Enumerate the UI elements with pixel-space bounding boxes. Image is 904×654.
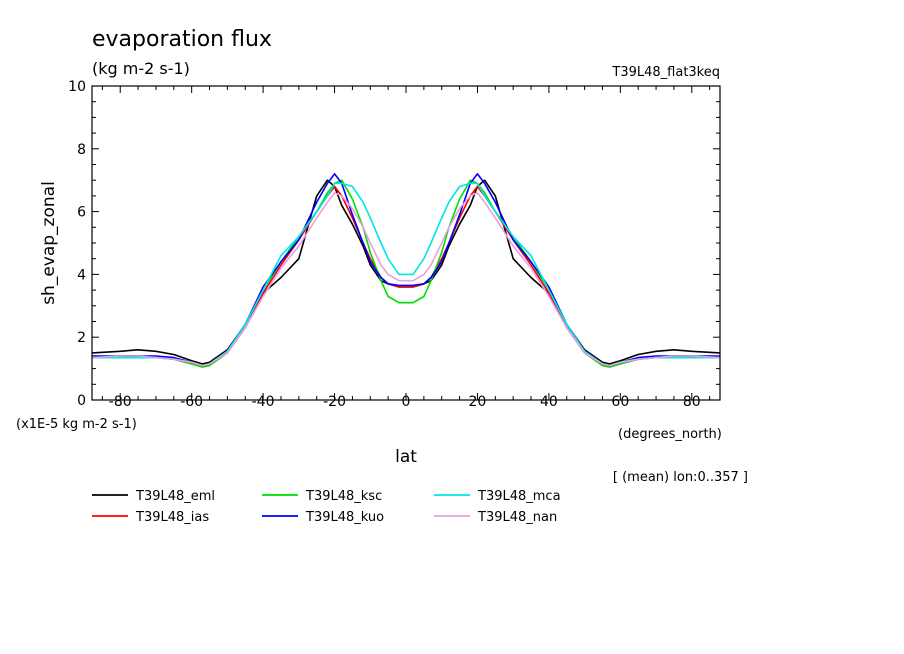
x-tick-label: -60 bbox=[180, 394, 203, 410]
legend-label-T39L48_ias: T39L48_ias bbox=[135, 510, 209, 525]
legend-label-T39L48_nan: T39L48_nan bbox=[477, 510, 557, 525]
x-tick-label: 80 bbox=[683, 394, 701, 410]
x-tick-label: 0 bbox=[402, 394, 411, 410]
chart-units: (kg m-2 s-1) bbox=[92, 59, 190, 78]
x-axis-label: lat bbox=[395, 447, 417, 467]
series-line-T39L48_kuo bbox=[92, 173, 720, 367]
plot-area: -80 -60 -40 -20 0 20 40 60 80 0 2 4 6 8 10 bbox=[68, 79, 721, 410]
legend-label-T39L48_eml: T39L48_eml bbox=[135, 489, 215, 504]
y-tick-label: 2 bbox=[77, 330, 86, 346]
x-tick-label: -40 bbox=[252, 394, 275, 410]
legend-label-T39L48_kuo: T39L48_kuo bbox=[305, 510, 384, 525]
legend-label-T39L48_ksc: T39L48_ksc bbox=[305, 489, 382, 504]
y-tick-label: 4 bbox=[77, 267, 86, 283]
legend: T39L48_eml T39L48_ksc T39L48_mca T39L48_ias… bbox=[92, 489, 561, 525]
case-label: T39L48_flat3keq bbox=[611, 65, 720, 80]
x-tick-label: 40 bbox=[540, 394, 558, 410]
y-tick-label: 10 bbox=[68, 79, 86, 95]
x-tick-label: -20 bbox=[323, 394, 346, 410]
legend-label-T39L48_mca: T39L48_mca bbox=[477, 489, 561, 504]
y-scale-note: (x1E-5 kg m-2 s-1) bbox=[16, 417, 137, 432]
series-line-T39L48_mca bbox=[92, 182, 720, 367]
x-tick-label: 20 bbox=[469, 394, 487, 410]
y-tick-label: 8 bbox=[77, 142, 86, 158]
tick-layer: -80 -60 -40 -20 0 20 40 60 80 0 2 4 6 8 10 bbox=[68, 79, 720, 410]
series-line-T39L48_eml bbox=[91, 179, 721, 365]
averaging-note: [ (mean) lon:0..357 ] bbox=[613, 470, 748, 485]
y-axis-label: sh_evap_zonal bbox=[39, 181, 59, 305]
series-line-T39L48_ias bbox=[91, 185, 721, 368]
y-tick-label: 0 bbox=[77, 393, 86, 409]
chart-title: evaporation flux bbox=[92, 27, 272, 52]
series-layer bbox=[91, 173, 721, 368]
y-tick-label: 6 bbox=[77, 205, 86, 221]
series-line-T39L48_nan bbox=[91, 192, 721, 367]
plot-frame bbox=[91, 85, 721, 401]
x-tick-label: -80 bbox=[109, 394, 132, 410]
x-tick-label: 60 bbox=[611, 394, 629, 410]
x-axis-units: (degrees_north) bbox=[618, 427, 722, 442]
